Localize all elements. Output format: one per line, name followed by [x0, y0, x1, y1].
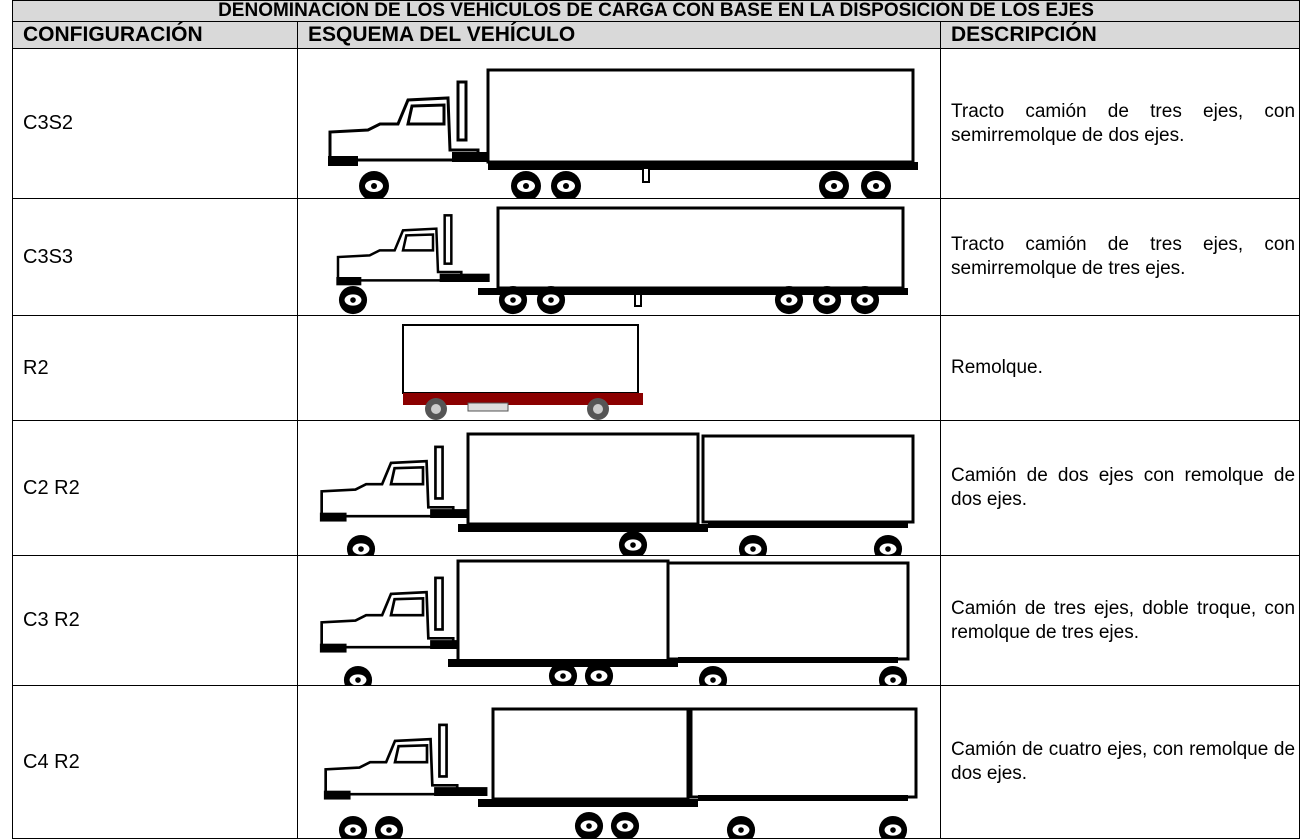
- configuration: R2: [12, 315, 298, 421]
- description: Remolque.: [939, 315, 1300, 421]
- truck-drawing: [334, 206, 908, 314]
- description: Camión de tres ejes, doble troque, con r…: [939, 555, 1300, 686]
- column-header: ESQUEMA DEL VEHÍCULO: [297, 21, 941, 49]
- schema: [297, 198, 941, 316]
- column-header: DESCRIPCIÓN: [939, 21, 1300, 49]
- description: Tracto camión de tres ejes, con semirrem…: [939, 48, 1300, 199]
- description: Camión de cuatro ejes, con remolque de d…: [939, 685, 1300, 839]
- configuration: C4 R2: [12, 685, 298, 839]
- configuration: C3S2: [12, 48, 298, 199]
- configuration: C3 R2: [12, 555, 298, 686]
- truck-drawing: [402, 323, 643, 420]
- schema: [297, 48, 941, 199]
- configuration: C2 R2: [12, 420, 298, 556]
- schema: [297, 420, 941, 556]
- vehicle-table: DENOMINACIÓN DE LOS VEHÍCULOS DE CARGA C…: [11, 0, 1300, 839]
- truck-drawing: [318, 432, 915, 555]
- description: Tracto camión de tres ejes, con semirrem…: [939, 198, 1300, 316]
- truck-drawing: [322, 707, 918, 838]
- configuration: C3S3: [12, 198, 298, 316]
- schema: [297, 685, 941, 839]
- description: Camión de dos ejes con remolque de dos e…: [939, 420, 1300, 556]
- truck-drawing: [326, 68, 918, 198]
- schema: [297, 315, 941, 421]
- schema: [297, 555, 941, 686]
- table-title: DENOMINACIÓN DE LOS VEHÍCULOS DE CARGA C…: [11, 0, 1300, 22]
- column-header: CONFIGURACIÓN: [12, 21, 298, 49]
- truck-drawing: [318, 559, 910, 685]
